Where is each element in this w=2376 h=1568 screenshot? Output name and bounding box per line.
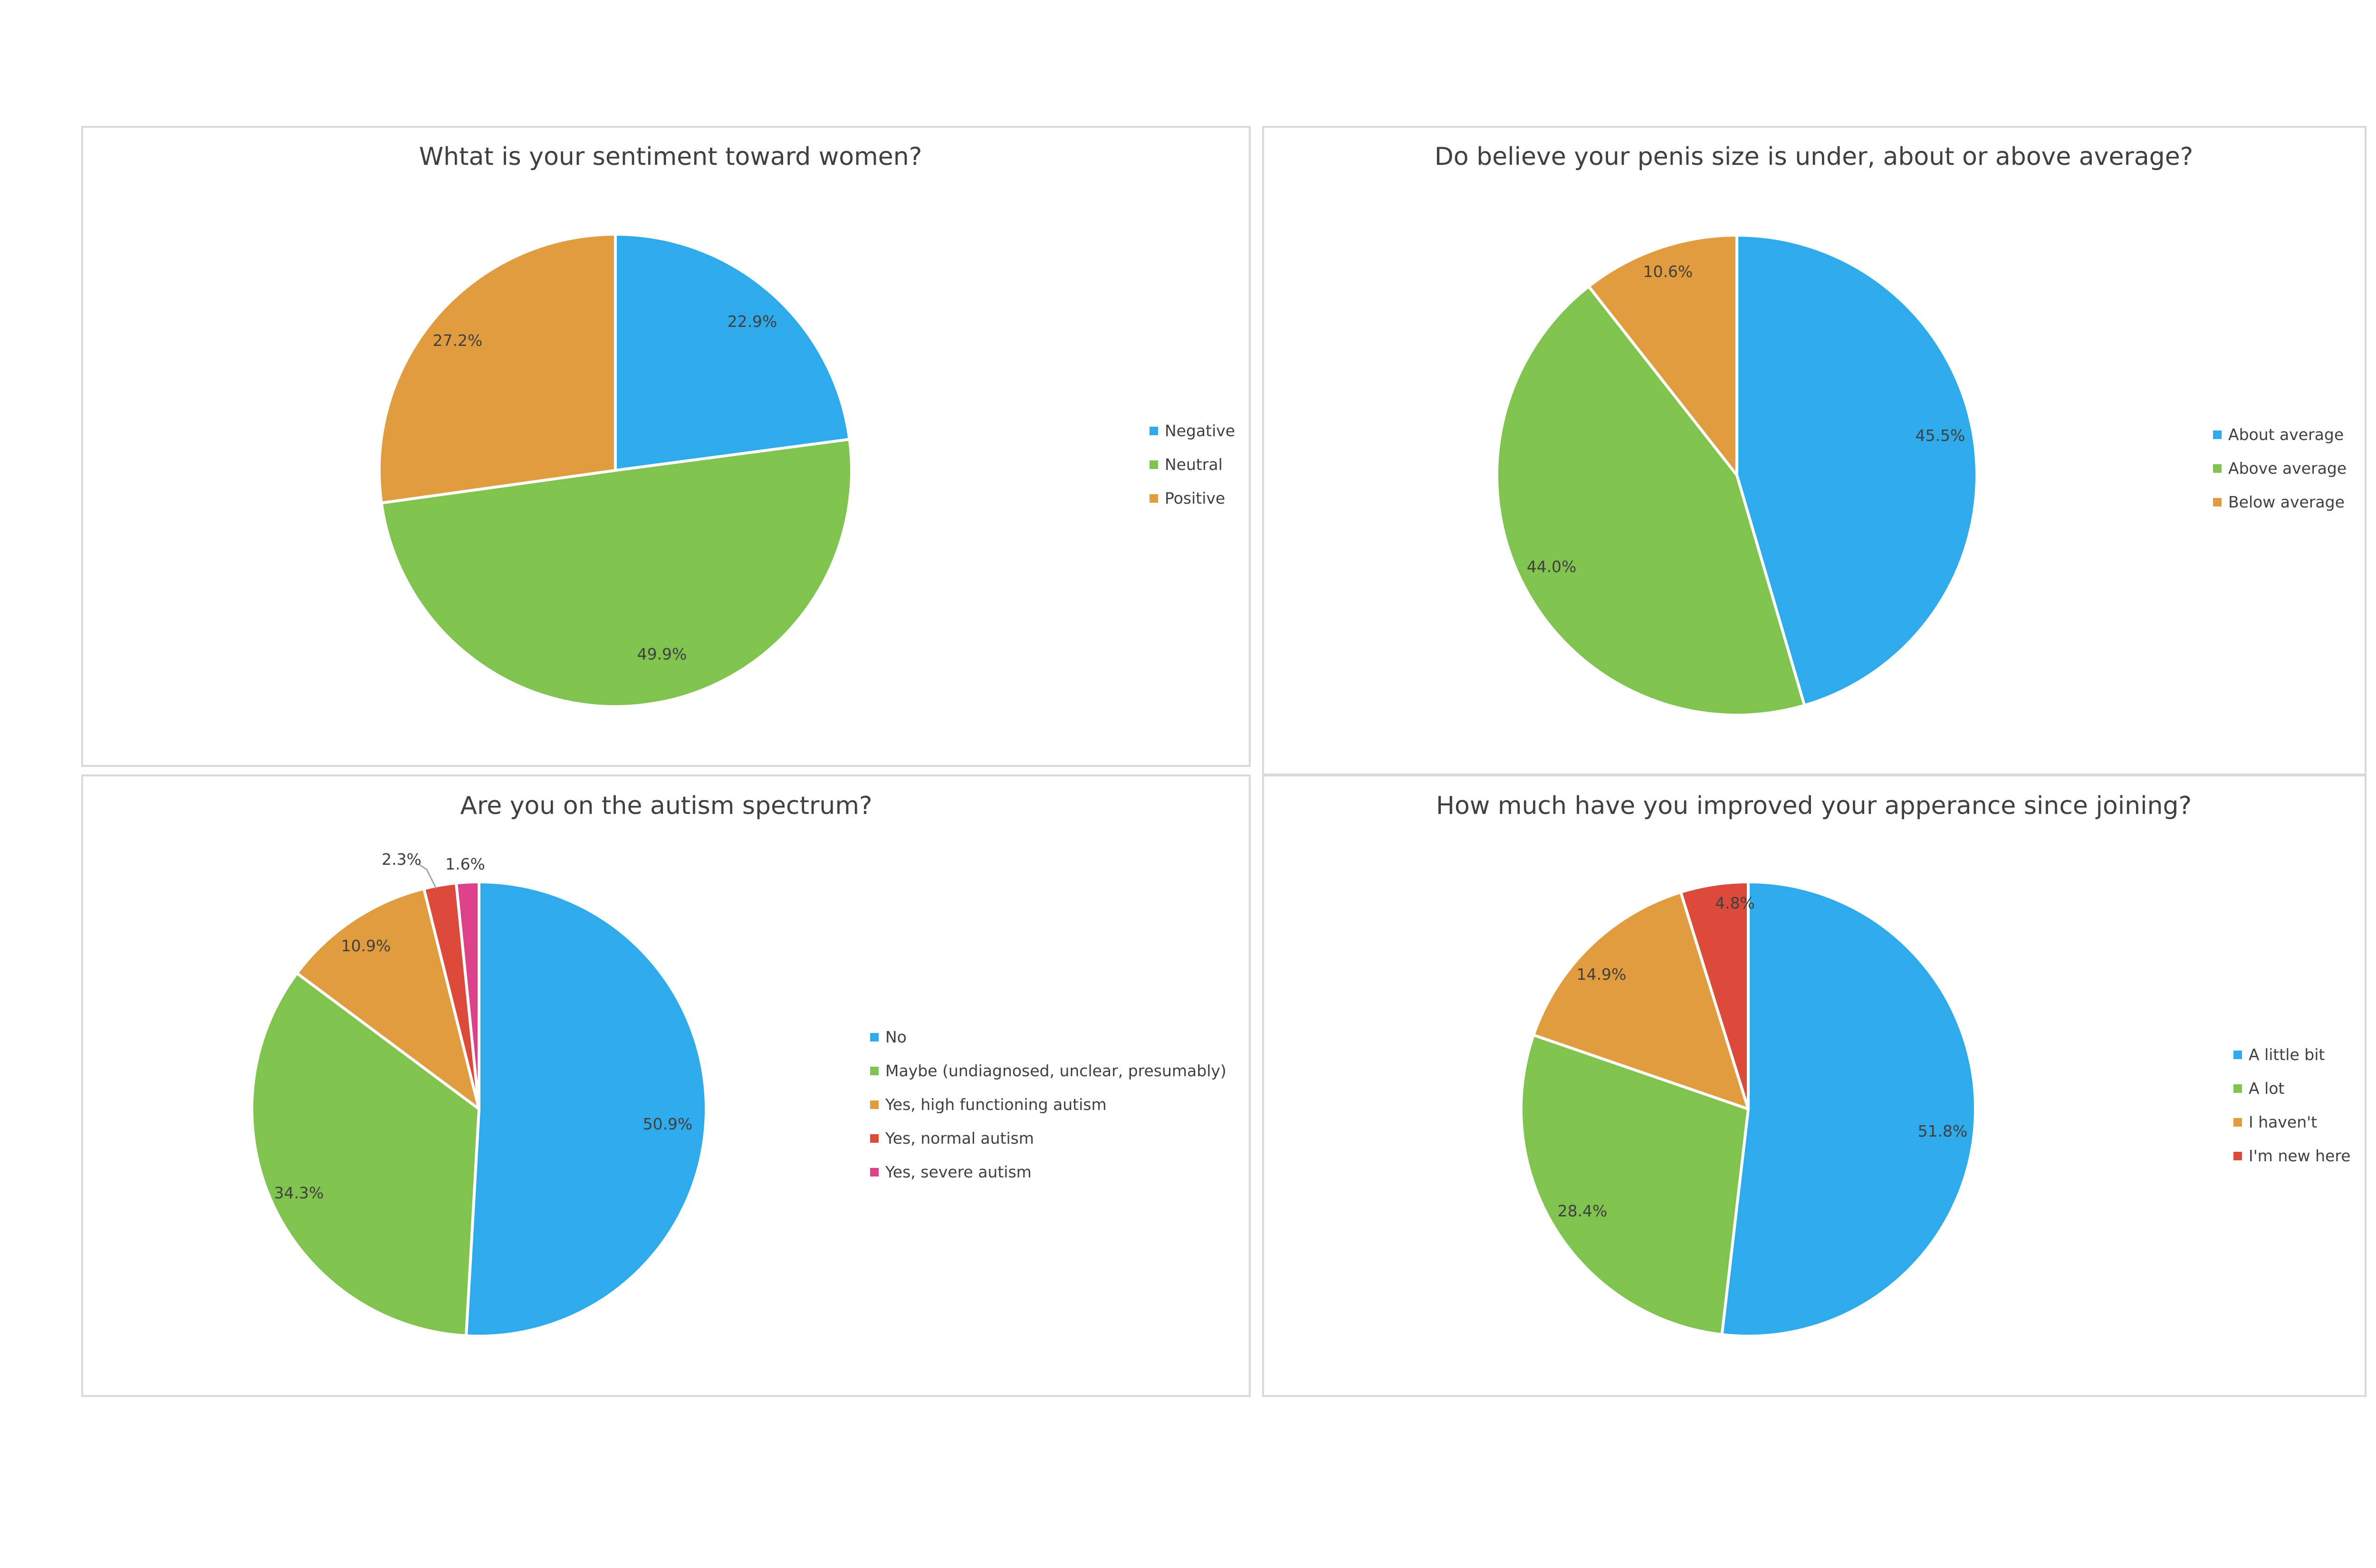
pie-slice [380, 438, 853, 708]
legend-label: A lot [2249, 1079, 2284, 1098]
legend-label: Negative [1165, 421, 1235, 440]
data-label: 44.0% [1527, 557, 1577, 576]
data-label: 49.9% [637, 645, 687, 663]
legend-swatch [1150, 494, 1158, 503]
data-label: 1.6% [445, 855, 485, 873]
pie-slice [464, 880, 708, 1338]
legend-label: No [885, 1028, 907, 1046]
chart-title: Whtat is your sentiment toward women? [419, 143, 922, 171]
legend-label: Below average [2228, 493, 2345, 511]
pie-slice [295, 887, 480, 1110]
legend-label: Positive [1165, 489, 1225, 507]
legend-swatch [2233, 1051, 2242, 1059]
data-label: 14.9% [1577, 965, 1627, 984]
legend-swatch [870, 1033, 879, 1042]
pie-slice [378, 233, 617, 505]
pie-slice [1679, 880, 1750, 1110]
data-label: 2.3% [382, 850, 422, 869]
data-label: 4.8% [1715, 894, 1755, 912]
data-label: 10.6% [1643, 262, 1693, 281]
legend-swatch [870, 1100, 879, 1109]
legend-label: I haven't [2249, 1113, 2317, 1131]
data-label: 34.3% [274, 1184, 324, 1202]
pie-slice [1495, 285, 1806, 717]
data-label: 22.9% [728, 312, 777, 331]
pie-slice [1532, 890, 1750, 1110]
pie-slice [614, 233, 851, 472]
legend-swatch [2213, 430, 2222, 439]
legend-label: Yes, normal autism [885, 1129, 1034, 1147]
legend-label: Yes, high functioning autism [885, 1095, 1107, 1114]
pie-slice [1587, 234, 1738, 477]
pie-slice [250, 972, 480, 1338]
pie-slice [1735, 234, 1978, 707]
leader-line [418, 863, 437, 889]
chart-title: How much have you improved your apperanc… [1436, 792, 2192, 820]
legend-label: Yes, severe autism [885, 1163, 1032, 1181]
legend-swatch [2233, 1084, 2242, 1093]
legend-swatch [1150, 427, 1158, 435]
data-label: 45.5% [1916, 426, 1965, 445]
legend-label: Above average [2228, 459, 2347, 478]
data-label: 10.9% [341, 937, 391, 955]
pie-slice [1720, 880, 1977, 1338]
chart-title: Do believe your penis size is under, abo… [1435, 143, 2194, 171]
legend-label: About average [2228, 425, 2344, 444]
legend-label: I'm new here [2249, 1147, 2351, 1165]
data-label: 51.8% [1918, 1122, 1968, 1140]
chart-title: Are you on the autism spectrum? [460, 792, 872, 820]
legend-swatch [870, 1067, 879, 1075]
data-label: 27.2% [433, 331, 483, 350]
legend-swatch [2213, 498, 2222, 507]
pie-slice [1520, 1033, 1750, 1336]
data-label: 28.4% [1558, 1202, 1608, 1220]
legend-swatch [1150, 460, 1158, 469]
legend-swatch [870, 1134, 879, 1143]
data-label: 50.9% [643, 1115, 693, 1133]
legend-swatch [2213, 464, 2222, 473]
legend-label: Maybe (undiagnosed, unclear, presumably) [885, 1061, 1226, 1080]
legend-swatch [2233, 1152, 2242, 1160]
legend-swatch [2233, 1118, 2242, 1127]
legend-swatch [870, 1168, 879, 1176]
legend-label: A little bit [2249, 1045, 2325, 1064]
legend-label: Neutral [1165, 455, 1223, 474]
pie-slice [455, 880, 480, 1110]
